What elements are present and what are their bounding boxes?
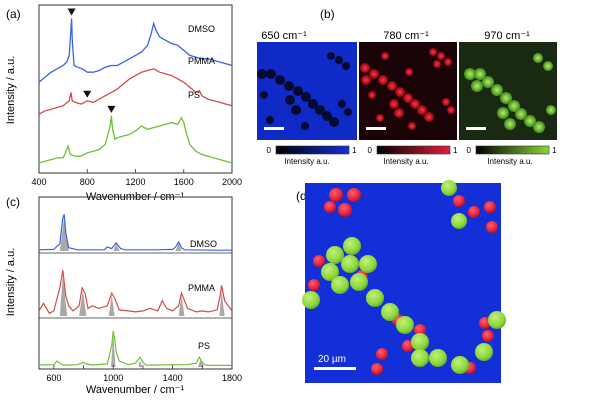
label-pmma-c: PMMA xyxy=(188,283,215,293)
panel-c-spectra: 600 1000 1400 1800 DMSO PMMA PS Wavenumber … xyxy=(5,196,242,396)
colorbar-650: 0 1 Intensity a.u. xyxy=(267,145,357,166)
panel-a-x-ticks: 400 800 1200 1600 2000 xyxy=(31,169,242,187)
map-970-green-particles xyxy=(464,53,556,133)
y-axis-label-c: Intensity / a.u. xyxy=(5,248,17,316)
composite-green-particles xyxy=(302,180,506,374)
line-dmso-c xyxy=(38,214,232,251)
y-axis-label-a: Intensity / a.u. xyxy=(5,56,17,124)
c-tick-label-1400: 1400 xyxy=(163,373,183,383)
peak-fill-pmma-4 xyxy=(219,290,225,316)
peak-fill-pmma-0 xyxy=(59,275,68,316)
map-title-970: 970 cm⁻¹ xyxy=(484,30,530,42)
panel-a-lines xyxy=(38,18,233,164)
label-ps-c: PS xyxy=(198,341,210,351)
panel-c-frame xyxy=(38,196,233,370)
colorbar-650-label: Intensity a.u. xyxy=(284,157,329,166)
scale-bar xyxy=(314,367,356,370)
panel-label-b: (b) xyxy=(320,7,335,21)
peak-fill-pmma-2 xyxy=(108,294,115,316)
peak-fill-ps-0 xyxy=(111,333,116,367)
label-ps-a: PS xyxy=(188,90,200,100)
colorbar-970: 0 1 Intensity a.u. xyxy=(467,145,557,166)
panel-a-peak-markers xyxy=(67,8,116,113)
panel-a-spectra: 400 800 1200 1600 2000 DMSO PMMA PS Wavenumb… xyxy=(5,4,242,203)
colorbar-650-max: 1 xyxy=(352,146,357,155)
a-tick-label-1200: 1200 xyxy=(125,177,145,187)
line-ps-a xyxy=(38,115,233,164)
a-tick-label-400: 400 xyxy=(31,177,46,187)
line-ps-c xyxy=(38,330,232,366)
peak-marker-dmso xyxy=(67,8,76,16)
peak-fill-pmma-1 xyxy=(79,290,87,316)
peak-fill-dmso-1 xyxy=(113,243,120,251)
label-dmso-a: DMSO xyxy=(188,24,215,34)
panel-d-composite-map: 20 µm xyxy=(302,180,506,383)
scale-bar-label: 20 µm xyxy=(318,354,346,365)
panel-label-a: (a) xyxy=(6,7,21,21)
x-axis-label-c: Wavenumber / cm⁻¹ xyxy=(86,384,185,396)
line-pmma-a xyxy=(38,68,233,115)
panel-c-peak-fills xyxy=(59,216,225,367)
peak-fill-dmso-2 xyxy=(175,242,182,251)
a-tick-label-800: 800 xyxy=(80,177,95,187)
a-tick-label-1600: 1600 xyxy=(174,177,194,187)
c-tick-label-1000: 1000 xyxy=(103,373,123,383)
colorbar-780: 0 1 Intensity a.u. xyxy=(368,145,458,166)
c-tick-label-1800: 1800 xyxy=(222,373,242,383)
a-tick-label-2000: 2000 xyxy=(222,177,242,187)
map-650 xyxy=(257,42,357,140)
map-title-780: 780 cm⁻¹ xyxy=(383,30,429,42)
colorbar-970-label: Intensity a.u. xyxy=(487,157,532,166)
colorbar-780-label: Intensity a.u. xyxy=(383,157,428,166)
colorbar-780-min: 0 xyxy=(368,146,373,155)
map-780 xyxy=(359,42,457,140)
panel-c-lines xyxy=(38,214,233,366)
colorbar-970-max: 1 xyxy=(552,146,557,155)
label-dmso-c: DMSO xyxy=(190,239,217,249)
colorbar-650-min: 0 xyxy=(267,146,272,155)
label-pmma-a: PMMA xyxy=(188,56,215,66)
panel-label-c: (c) xyxy=(6,195,20,209)
map-780-red-particles xyxy=(360,48,455,130)
line-pmma-c xyxy=(38,270,233,315)
peak-fill-ps-1 xyxy=(138,360,143,367)
peak-marker-pmma xyxy=(83,90,92,98)
c-tick-label-600: 600 xyxy=(46,373,61,383)
colorbar-970-min: 0 xyxy=(467,146,472,155)
panel-c-x-ticks: 600 1000 1400 1800 xyxy=(46,365,242,383)
map-970 xyxy=(459,42,557,140)
peak-fill-pmma-3 xyxy=(178,295,185,316)
peak-marker-ps xyxy=(107,105,116,113)
line-dmso-a xyxy=(38,18,233,83)
map-title-650: 650 cm⁻¹ xyxy=(261,30,307,42)
peak-fill-dmso-0 xyxy=(59,216,69,251)
map-650-dark-particles xyxy=(257,52,352,130)
colorbar-780-max: 1 xyxy=(453,146,458,155)
panel-b-raman-maps: 650 cm⁻¹ 780 cm⁻¹ 970 cm⁻¹ xyxy=(257,30,557,166)
